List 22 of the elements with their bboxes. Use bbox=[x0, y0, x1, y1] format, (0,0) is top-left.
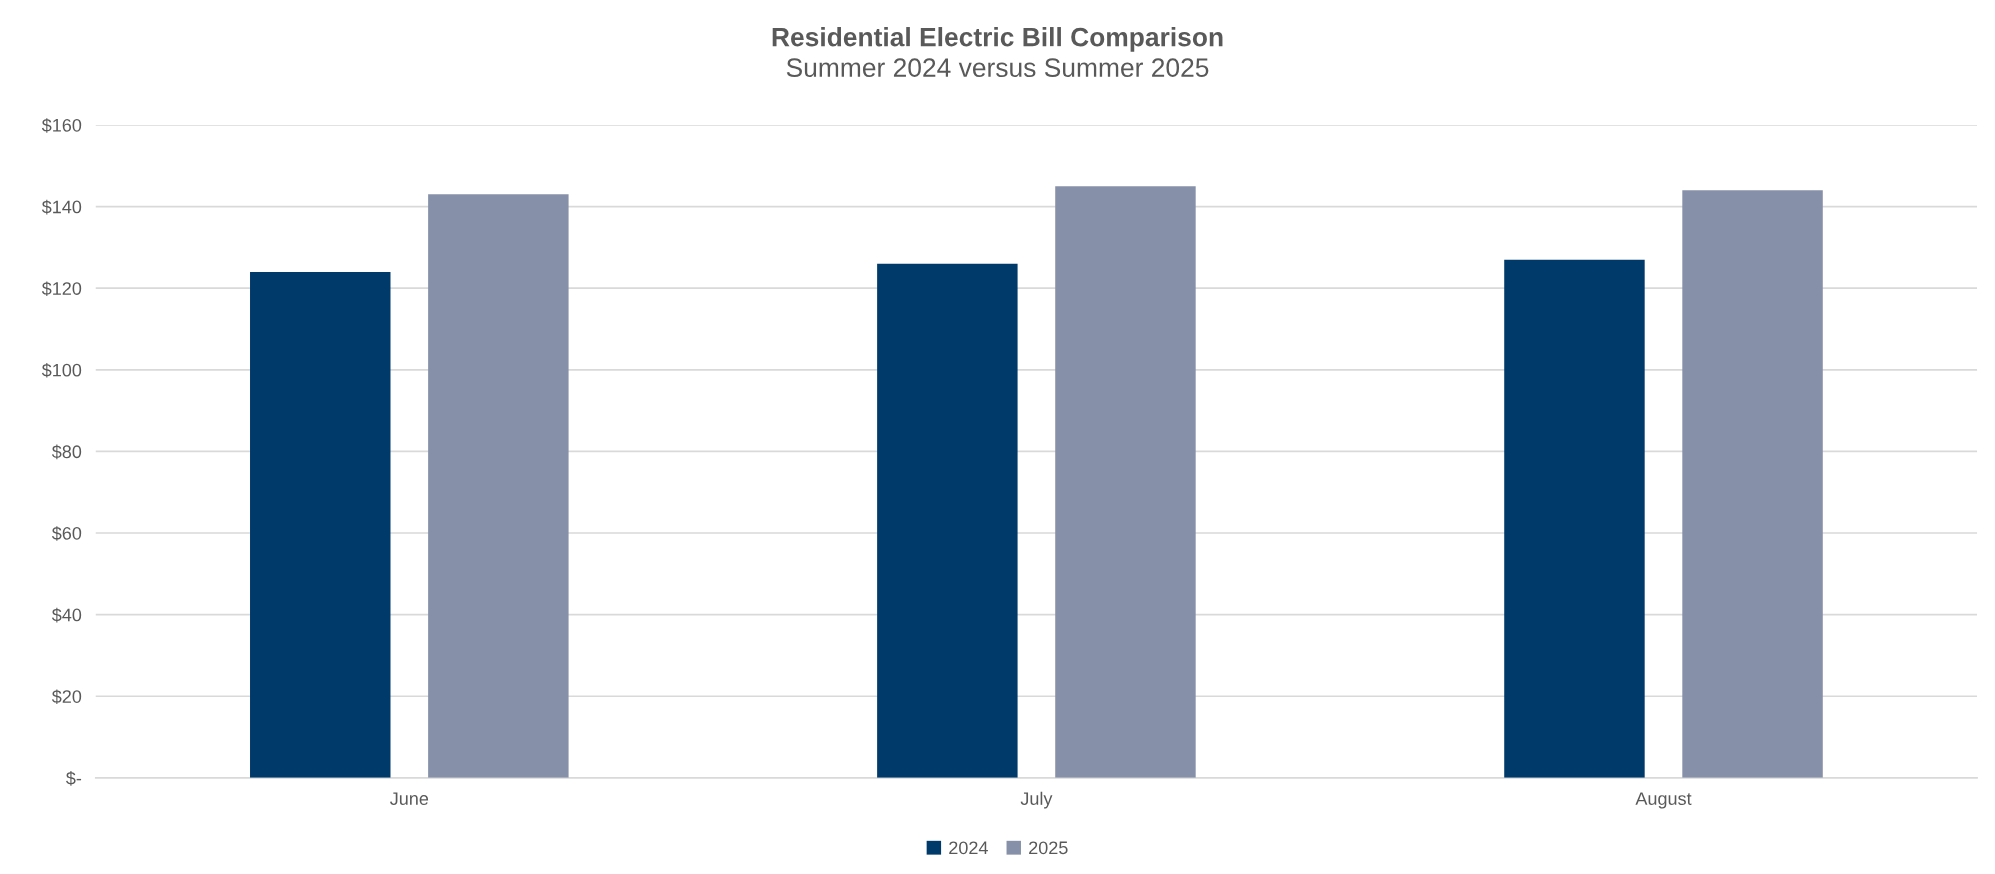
x-tick-label: June bbox=[390, 792, 429, 806]
y-tick-label: $140 bbox=[41, 199, 82, 215]
chart-title: Residential Electric Bill Comparison bbox=[772, 27, 1223, 52]
legend-label: 2025 bbox=[1029, 841, 1068, 855]
y-tick-label: $60 bbox=[51, 526, 82, 541]
bar bbox=[877, 263, 1018, 778]
y-tick-label: $120 bbox=[41, 281, 82, 296]
y-tick-label: $40 bbox=[51, 607, 82, 623]
y-tick-label: $- bbox=[66, 771, 82, 786]
bar bbox=[250, 271, 391, 778]
y-tick-label: $80 bbox=[51, 444, 82, 460]
x-tick-label: August bbox=[1635, 792, 1692, 809]
y-tick-label: $20 bbox=[51, 689, 82, 705]
bar bbox=[1504, 259, 1645, 778]
x-tick-label: July bbox=[1020, 791, 1053, 809]
bar bbox=[1055, 186, 1196, 778]
bar bbox=[1682, 190, 1823, 778]
chart-subtitle: Summer 2024 versus Summer 2025 bbox=[786, 58, 1209, 77]
legend-label: 2024 bbox=[949, 841, 988, 855]
bar bbox=[428, 194, 569, 778]
y-tick-label: $100 bbox=[41, 362, 82, 378]
y-tick-label: $160 bbox=[41, 118, 82, 133]
